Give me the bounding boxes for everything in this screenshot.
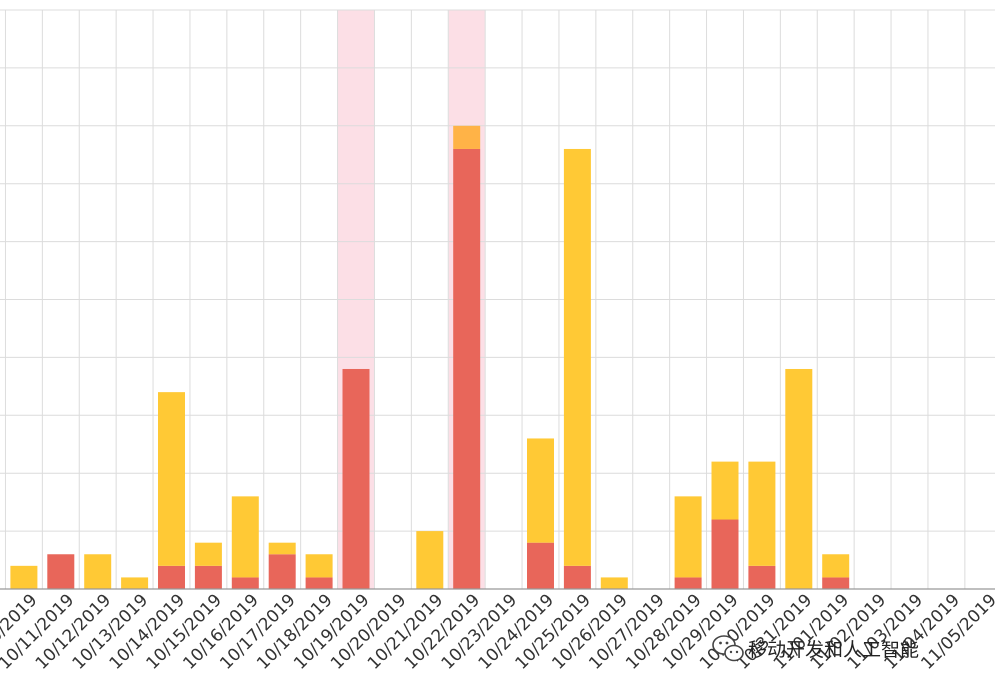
bar-segment[interactable] — [268, 542, 296, 555]
bar-segment[interactable] — [563, 565, 591, 589]
tick-labels-layer: 10/09/201910/10/201910/11/201910/12/2019… — [0, 590, 995, 673]
bar-segment[interactable] — [563, 148, 591, 566]
bar-segment[interactable] — [194, 565, 222, 589]
bar-segment[interactable] — [268, 554, 296, 589]
bar-segment[interactable] — [600, 577, 628, 589]
bar-segment[interactable] — [822, 577, 850, 589]
bar-segment[interactable] — [47, 554, 75, 589]
bar-segment[interactable] — [748, 565, 776, 589]
bar-segment[interactable] — [674, 577, 702, 589]
bar-segment[interactable] — [785, 368, 813, 589]
bar-segment[interactable] — [121, 577, 149, 589]
bar-segment[interactable] — [822, 554, 850, 578]
grid-layer — [0, 9, 995, 589]
bars-layer — [10, 125, 850, 589]
bar-segment[interactable] — [305, 577, 333, 589]
bar-segment[interactable] — [748, 461, 776, 566]
watermark-text: 移动开发和人工智能 — [748, 639, 919, 661]
bar-segment[interactable] — [84, 554, 112, 589]
bar-segment[interactable] — [711, 461, 739, 520]
bar-segment[interactable] — [416, 531, 444, 589]
bar-segment[interactable] — [453, 125, 481, 149]
watermark: 移动开发和人工智能 — [712, 635, 919, 662]
bar-segment[interactable] — [305, 554, 333, 578]
bar-segment[interactable] — [527, 542, 554, 589]
bar-segment[interactable] — [231, 496, 259, 578]
bar-segment[interactable] — [10, 565, 38, 589]
bar-segment[interactable] — [674, 496, 702, 578]
bar-segment[interactable] — [711, 519, 739, 589]
bar-segment[interactable] — [453, 148, 481, 589]
bar-segment[interactable] — [527, 438, 554, 543]
bar-segment[interactable] — [342, 368, 370, 589]
wechat-icon — [712, 635, 744, 662]
bar-segment[interactable] — [231, 577, 259, 589]
bar-segment[interactable] — [158, 392, 185, 566]
bar-segment[interactable] — [158, 565, 185, 589]
bar-segment[interactable] — [194, 542, 222, 566]
